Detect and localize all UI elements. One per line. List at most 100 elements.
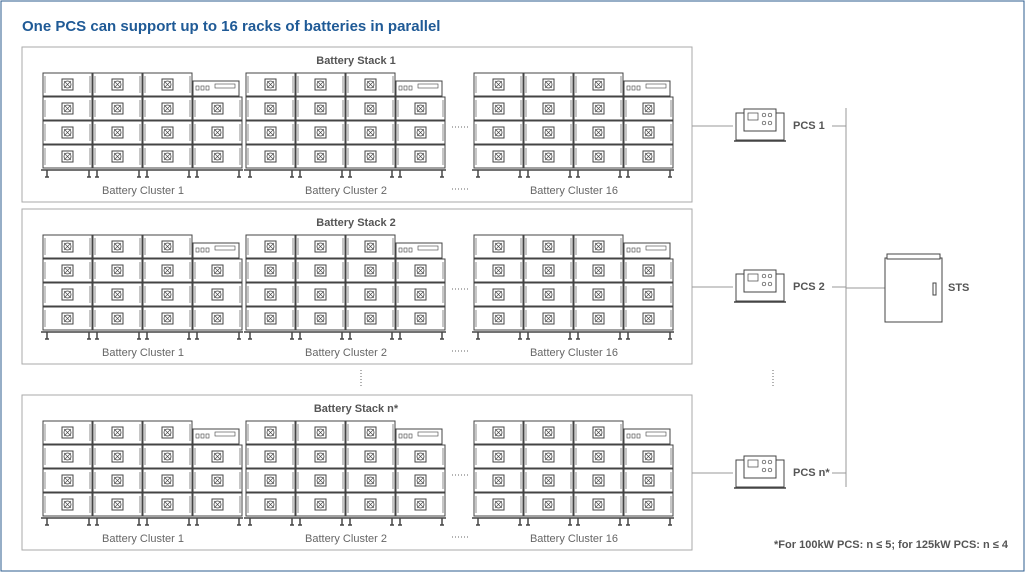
fan [63, 314, 72, 323]
fan-blades [416, 104, 425, 113]
fan-blades [644, 152, 653, 161]
fan [113, 242, 122, 251]
control-box [623, 428, 671, 445]
fan [163, 428, 172, 437]
display [417, 83, 439, 89]
battery-cluster [244, 420, 446, 526]
fan-blades [266, 452, 275, 461]
stack-label: Battery Stack 1 [316, 55, 396, 67]
fan-blades [163, 242, 172, 251]
fan-blades [63, 152, 72, 161]
fan-blades [416, 476, 425, 485]
fan-blades [366, 128, 375, 137]
fan [316, 266, 325, 275]
fan-blades [416, 500, 425, 509]
fan-blades [266, 428, 275, 437]
cluster-label: Battery Cluster 1 [102, 347, 184, 359]
fan [494, 104, 503, 113]
fan [316, 290, 325, 299]
fan [366, 476, 375, 485]
fan [494, 242, 503, 251]
fan-blades [316, 104, 325, 113]
indicator [205, 85, 210, 91]
fan [594, 500, 603, 509]
fan [416, 452, 425, 461]
fan-blades [494, 314, 503, 323]
fan [644, 266, 653, 275]
fan-blades [494, 242, 503, 251]
fan-blades [544, 500, 553, 509]
fan [594, 476, 603, 485]
fan [366, 314, 375, 323]
fan [366, 452, 375, 461]
fan-blades [113, 242, 122, 251]
fan [644, 128, 653, 137]
fan [416, 500, 425, 509]
fan-blades [416, 314, 425, 323]
fan [213, 314, 222, 323]
fan-blades [594, 128, 603, 137]
fan [163, 266, 172, 275]
fan [594, 290, 603, 299]
fan [63, 476, 72, 485]
fan [366, 428, 375, 437]
cluster-label: Battery Cluster 2 [305, 185, 387, 197]
battery-cluster [472, 234, 674, 340]
fan [544, 476, 553, 485]
battery-cluster [472, 72, 674, 178]
fan-blades [494, 152, 503, 161]
control-box [192, 428, 240, 445]
fan [113, 80, 122, 89]
fan-blades [163, 80, 172, 89]
fan [63, 80, 72, 89]
fan-blades [416, 152, 425, 161]
fan-blades [544, 476, 553, 485]
fan-blades [594, 314, 603, 323]
pcs-knob [767, 273, 773, 279]
fan-blades [113, 128, 122, 137]
fan-blades [366, 500, 375, 509]
fan [594, 128, 603, 137]
pcs-knob [767, 467, 773, 473]
fan-blades [644, 128, 653, 137]
fan [63, 500, 72, 509]
fan-blades [113, 266, 122, 275]
fan-blades [163, 500, 172, 509]
fan-blades [63, 128, 72, 137]
fan-blades [544, 128, 553, 137]
fan [416, 476, 425, 485]
indicator [626, 433, 631, 439]
fan [416, 290, 425, 299]
pcs-knob [761, 112, 767, 118]
fan-blades [594, 476, 603, 485]
fan-blades [316, 452, 325, 461]
fan [316, 314, 325, 323]
fan-blades [213, 104, 222, 113]
indicator [195, 247, 200, 253]
control-box [395, 242, 443, 259]
fan [366, 242, 375, 251]
fan [544, 266, 553, 275]
fan-blades [644, 314, 653, 323]
fan-blades [163, 152, 172, 161]
fan-blades [113, 452, 122, 461]
fan-blades [366, 242, 375, 251]
fan-blades [644, 500, 653, 509]
fan-blades [316, 128, 325, 137]
fan [213, 152, 222, 161]
fan [113, 452, 122, 461]
fan [594, 452, 603, 461]
fan [316, 152, 325, 161]
fan [63, 290, 72, 299]
fan [316, 452, 325, 461]
fan [113, 266, 122, 275]
fan-blades [544, 80, 553, 89]
fan-blades [266, 266, 275, 275]
fan [366, 152, 375, 161]
fan [213, 128, 222, 137]
fan [113, 500, 122, 509]
indicator [200, 247, 205, 253]
fan-blades [594, 452, 603, 461]
fan-blades [113, 104, 122, 113]
fan-blades [594, 104, 603, 113]
